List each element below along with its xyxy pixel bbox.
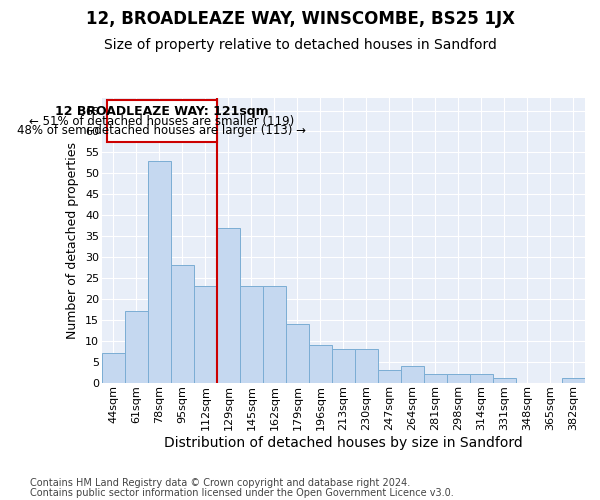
Bar	[493, 378, 516, 382]
Text: ← 51% of detached houses are smaller (119): ← 51% of detached houses are smaller (11…	[29, 114, 295, 128]
Bar	[102, 354, 125, 382]
Text: 48% of semi-detached houses are larger (113) →: 48% of semi-detached houses are larger (…	[17, 124, 306, 138]
Bar	[286, 324, 309, 382]
Bar	[332, 349, 355, 382]
Bar	[470, 374, 493, 382]
Bar	[263, 286, 286, 382]
FancyBboxPatch shape	[107, 100, 217, 142]
Bar	[148, 161, 171, 382]
X-axis label: Distribution of detached houses by size in Sandford: Distribution of detached houses by size …	[164, 436, 523, 450]
Bar	[217, 228, 240, 382]
Bar	[240, 286, 263, 382]
Bar	[125, 312, 148, 382]
Bar	[194, 286, 217, 382]
Text: 12, BROADLEAZE WAY, WINSCOMBE, BS25 1JX: 12, BROADLEAZE WAY, WINSCOMBE, BS25 1JX	[86, 10, 515, 28]
Bar	[171, 266, 194, 382]
Bar	[401, 366, 424, 382]
Bar	[309, 345, 332, 383]
Text: Contains HM Land Registry data © Crown copyright and database right 2024.: Contains HM Land Registry data © Crown c…	[30, 478, 410, 488]
Bar	[378, 370, 401, 382]
Y-axis label: Number of detached properties: Number of detached properties	[67, 142, 79, 339]
Bar	[424, 374, 447, 382]
Bar	[447, 374, 470, 382]
Bar	[562, 378, 585, 382]
Text: 12 BROADLEAZE WAY: 121sqm: 12 BROADLEAZE WAY: 121sqm	[55, 104, 269, 118]
Text: Size of property relative to detached houses in Sandford: Size of property relative to detached ho…	[104, 38, 496, 52]
Bar	[355, 349, 378, 382]
Text: Contains public sector information licensed under the Open Government Licence v3: Contains public sector information licen…	[30, 488, 454, 498]
